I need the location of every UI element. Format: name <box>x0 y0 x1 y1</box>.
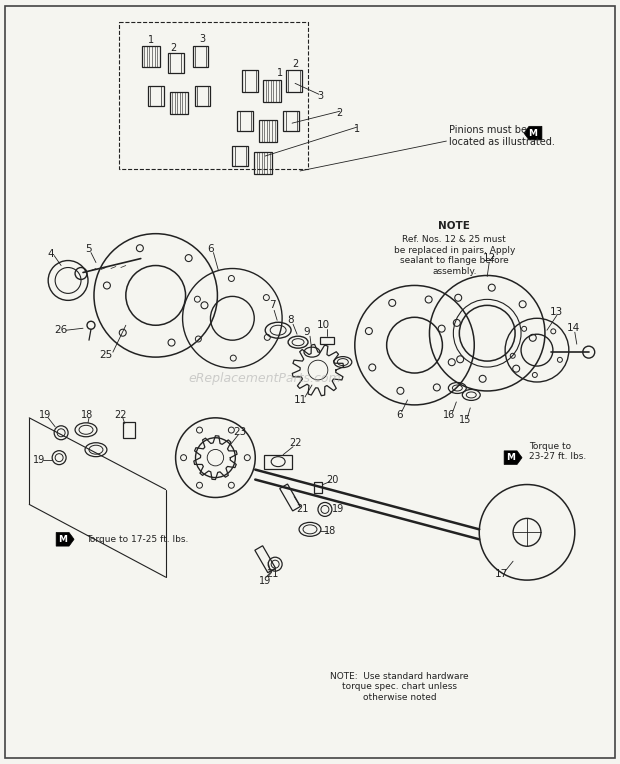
Text: 20: 20 <box>327 474 339 484</box>
Text: 16: 16 <box>443 410 456 420</box>
Text: 6: 6 <box>207 244 214 254</box>
Text: 19: 19 <box>39 410 51 420</box>
Text: 19: 19 <box>332 504 344 514</box>
Text: 17: 17 <box>495 569 508 579</box>
Text: NOTE: NOTE <box>438 221 471 231</box>
Text: M: M <box>528 128 538 138</box>
Text: Ref. Nos. 12 & 25 must
be replaced in pairs. Apply
sealant to flange before
asse: Ref. Nos. 12 & 25 must be replaced in pa… <box>394 235 515 276</box>
Text: 22: 22 <box>289 438 301 448</box>
Text: 6: 6 <box>396 410 403 420</box>
Text: 14: 14 <box>567 323 580 333</box>
Text: 2: 2 <box>170 43 177 53</box>
Text: 5: 5 <box>86 244 92 254</box>
Text: M: M <box>506 453 515 462</box>
Text: NOTE:  Use standard hardware
torque spec. chart unless
otherwise noted: NOTE: Use standard hardware torque spec.… <box>330 672 469 701</box>
Text: 19: 19 <box>259 576 272 586</box>
Text: 21: 21 <box>296 504 308 514</box>
Text: 12: 12 <box>482 253 496 263</box>
Text: Torque to
23-27 ft. lbs.: Torque to 23-27 ft. lbs. <box>529 442 587 461</box>
Text: 8: 8 <box>287 316 293 325</box>
Text: 15: 15 <box>459 415 471 425</box>
Text: 2: 2 <box>337 108 343 118</box>
Text: 2: 2 <box>292 60 298 70</box>
Text: 26: 26 <box>55 325 68 335</box>
Text: 3: 3 <box>317 91 323 102</box>
Text: 21: 21 <box>266 569 278 579</box>
Polygon shape <box>56 533 74 546</box>
Text: 13: 13 <box>551 307 564 317</box>
Text: 11: 11 <box>293 395 307 405</box>
Text: Pinions must be
located as illustrated.: Pinions must be located as illustrated. <box>450 125 556 147</box>
Text: 1: 1 <box>354 124 360 134</box>
Text: 25: 25 <box>99 350 113 360</box>
Text: 9: 9 <box>304 327 311 337</box>
Text: 3: 3 <box>200 34 206 44</box>
Text: 19: 19 <box>33 455 45 465</box>
Text: 10: 10 <box>316 320 329 330</box>
Text: 1: 1 <box>148 34 154 44</box>
Text: M: M <box>58 535 67 544</box>
Text: 22: 22 <box>115 410 127 420</box>
Text: 1: 1 <box>277 69 283 79</box>
Text: eReplacementParts.com: eReplacementParts.com <box>189 371 342 384</box>
Polygon shape <box>504 451 522 465</box>
Text: 4: 4 <box>48 248 55 258</box>
Text: 18: 18 <box>324 526 336 536</box>
Text: 7: 7 <box>269 300 275 310</box>
Text: 18: 18 <box>81 410 93 420</box>
Polygon shape <box>524 126 542 140</box>
Text: 23: 23 <box>234 427 247 437</box>
Text: Torque to 17-25 ft. lbs.: Torque to 17-25 ft. lbs. <box>86 535 188 544</box>
